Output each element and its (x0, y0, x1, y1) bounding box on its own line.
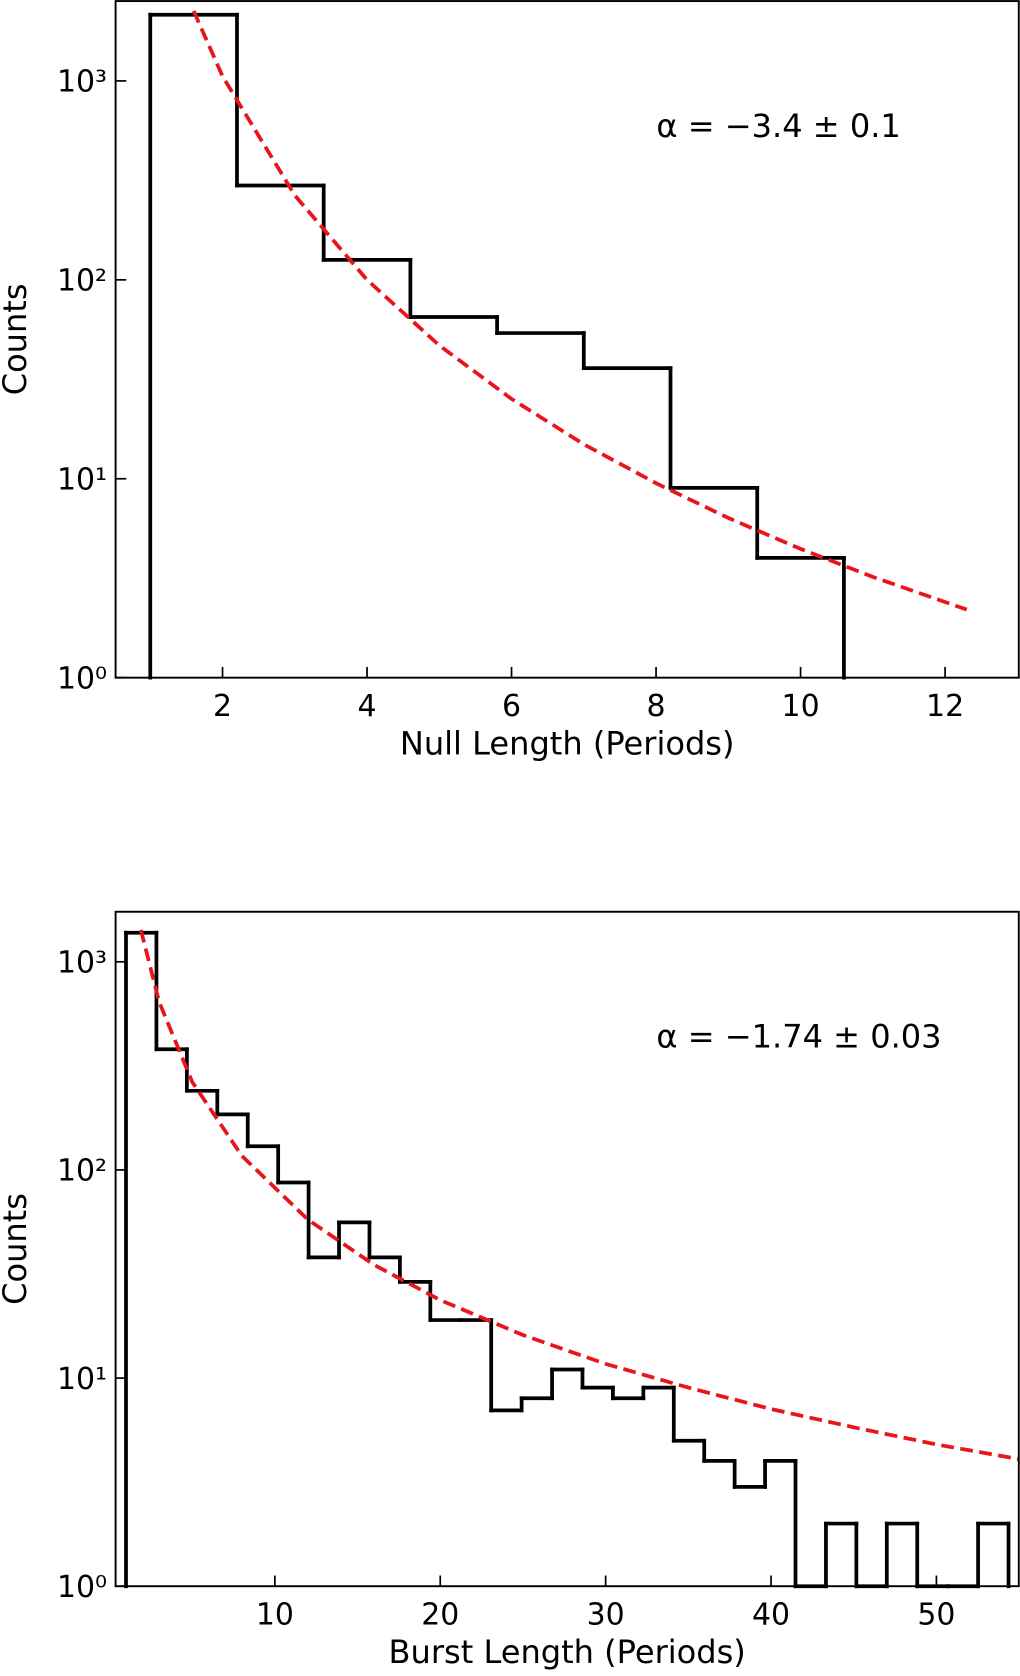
plot-frame (114, 0, 1020, 679)
x-tick-label: 10 (256, 1598, 294, 1633)
y-tick-label: 10⁰ (57, 1570, 107, 1605)
x-tick-label: 10 (782, 689, 820, 724)
y-tick-label: 10³ (57, 946, 107, 981)
fit-curve (139, 929, 1020, 1461)
y-tick-label: 10¹ (57, 1362, 107, 1397)
x-axis-label: Null Length (Periods) (400, 725, 735, 763)
y-tick-label: 10² (57, 264, 107, 299)
x-tick-label: 6 (502, 689, 521, 724)
x-tick-label: 12 (926, 689, 964, 724)
y-tick-label: 10² (57, 1154, 107, 1189)
plot-frame (114, 910, 1020, 1588)
x-tick-label: 4 (358, 689, 377, 724)
x-tick-label: 50 (917, 1598, 955, 1633)
y-tick-label: 10¹ (57, 462, 107, 497)
x-tick-label: 30 (587, 1598, 625, 1633)
y-axis-label: Counts (0, 283, 34, 395)
x-tick-label: 8 (647, 689, 666, 724)
annotation: α = −3.4 ± 0.1 (656, 107, 900, 145)
x-axis-label: Burst Length (Periods) (389, 1633, 746, 1671)
annotation: α = −1.74 ± 0.03 (656, 1018, 941, 1056)
x-tick-label: 2 (213, 689, 232, 724)
y-tick-label: 10⁰ (57, 661, 107, 696)
y-axis-label: Counts (0, 1193, 34, 1305)
x-tick-label: 20 (421, 1598, 459, 1633)
y-tick-label: 10³ (57, 65, 107, 100)
fit-curve (191, 10, 968, 612)
x-tick-label: 40 (752, 1598, 790, 1633)
